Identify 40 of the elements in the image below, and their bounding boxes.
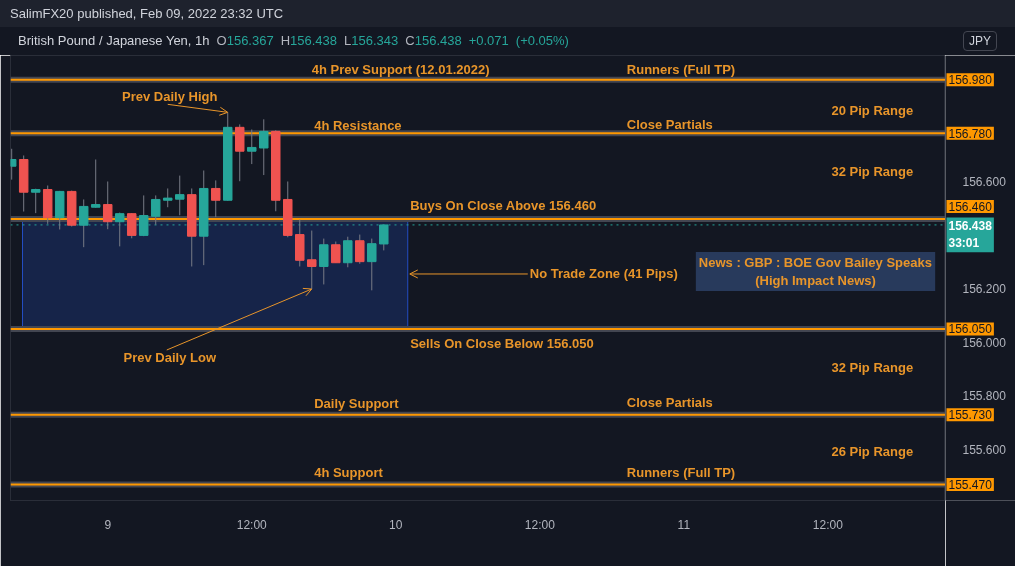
x-tick-label: 10 xyxy=(389,517,403,532)
annotation: Prev Daily High xyxy=(122,88,218,104)
annotation: 4h Support xyxy=(314,464,384,480)
annotation: Close Partials xyxy=(626,395,713,411)
annotation: Prev Daily Low xyxy=(123,350,217,366)
annotation: Daily Support xyxy=(314,396,400,412)
annotation: Runners (Full TP) xyxy=(626,62,736,78)
annotation: 4h Resistance xyxy=(314,117,402,133)
annotation: Runners (Full TP) xyxy=(626,464,736,480)
text: O156.367 H156.438 L156.343 C156.438 +0.071 (+0.05%) xyxy=(216,33,569,48)
ref-line-label: 156.980 xyxy=(948,73,993,88)
y-tick-label: 156.600 xyxy=(962,174,1007,189)
x-tick-label: 12:00 xyxy=(812,517,844,532)
chart-title: British Pound / Japanese Yen, 1h xyxy=(18,33,210,48)
text: SalimFX20 published, Feb 09, 2022 23:32 UTC xyxy=(0,0,1015,27)
annotation: 20 Pip Range xyxy=(831,103,914,118)
x-tick-label: 9 xyxy=(104,517,112,532)
y-tick-label: 155.800 xyxy=(962,389,1007,404)
annotation: 32 Pip Range xyxy=(831,164,914,179)
band-label: No Trade Zone (41 Pips) xyxy=(529,266,678,282)
y-axis-title: JPY xyxy=(963,31,998,51)
x-tick-label: 12:00 xyxy=(236,517,268,532)
annotation: Buys On Close Above 156.460 xyxy=(410,197,597,213)
annotation: 26 Pip Range xyxy=(831,444,914,459)
x-tick-label: 11 xyxy=(677,517,691,532)
annotation: Sells On Close Below 156.050 xyxy=(410,336,594,352)
y-tick-label: 155.600 xyxy=(962,443,1007,458)
annotation: 32 Pip Range xyxy=(831,360,914,375)
annotation: Close Partials xyxy=(626,116,713,132)
annotation: News : GBP : BOE Gov Bailey Speaks (High Impact News) xyxy=(698,255,932,288)
y-tick-label: 156.000 xyxy=(962,335,1007,350)
ref-line-label: 156.780 xyxy=(948,126,993,141)
ref-line-label: 156.460 xyxy=(948,199,993,214)
ref-line-label: 156.050 xyxy=(948,322,993,337)
x-tick-label: 12:00 xyxy=(524,517,556,532)
annotation: 4h Prev Support (12.01.2022) xyxy=(311,62,490,78)
y-tick-label: 156.200 xyxy=(962,282,1007,297)
ref-line-label: 155.730 xyxy=(948,408,993,423)
ref-line-label: 155.470 xyxy=(948,477,993,492)
ref-line-label: 156.438 33:01 xyxy=(948,219,993,251)
